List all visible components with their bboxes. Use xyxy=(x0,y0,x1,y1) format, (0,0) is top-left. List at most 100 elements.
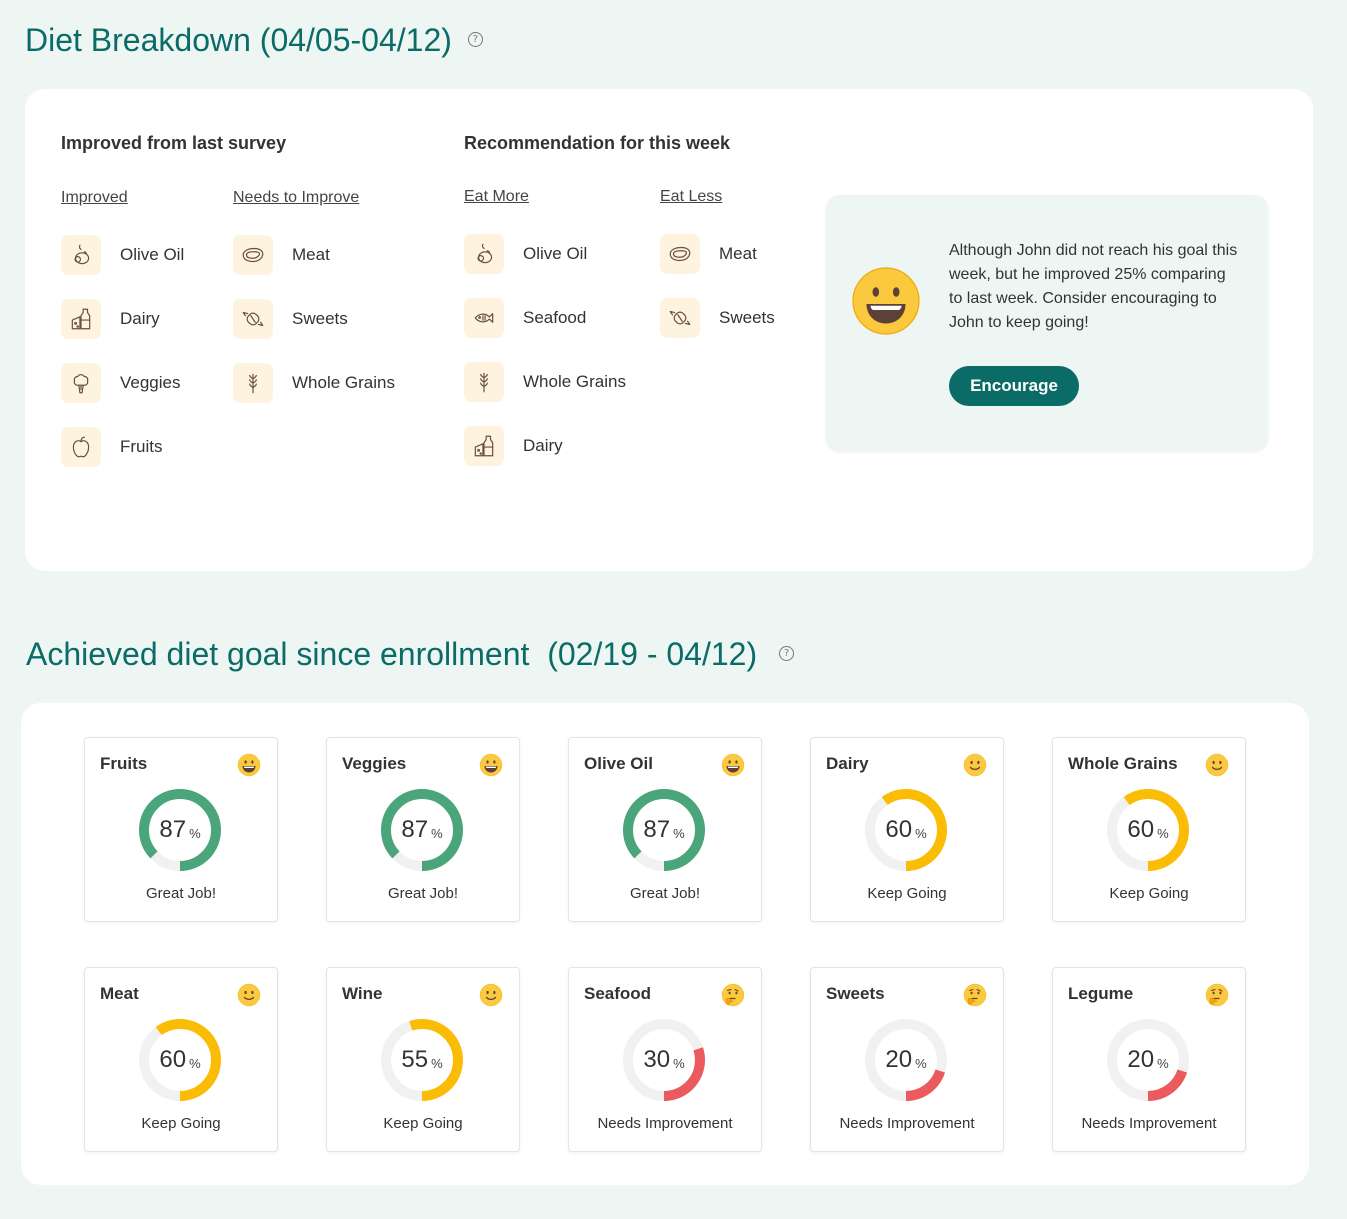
sweets-icon xyxy=(660,298,700,338)
goal-percent-sign: % xyxy=(915,825,927,841)
food-item-sweets: Sweets xyxy=(233,299,348,339)
help-icon[interactable]: ? xyxy=(467,32,483,48)
food-item-meat: Meat xyxy=(233,235,330,275)
food-item-label: Meat xyxy=(292,245,330,264)
goal-percent-sign: % xyxy=(431,825,443,841)
goal-status: Great Job! xyxy=(387,885,459,902)
goal-percent-sign: % xyxy=(431,1055,443,1071)
food-item-olive-oil: Olive Oil xyxy=(61,235,184,275)
food-item-label: Dairy xyxy=(120,309,160,328)
goal-status: Keep Going xyxy=(141,1115,221,1132)
goal-name: Olive Oil xyxy=(584,754,653,773)
food-item-label: Whole Grains xyxy=(523,372,626,391)
goal-card-legume[interactable]: Legume 20% Needs Improvement xyxy=(1052,967,1246,1152)
goal-status: Keep Going xyxy=(383,1115,463,1132)
whole-grains-icon xyxy=(464,362,504,402)
goal-percent-sign: % xyxy=(915,1055,927,1071)
progress-ring xyxy=(623,789,705,871)
progress-ring xyxy=(139,1019,221,1101)
progress-ring xyxy=(1107,1019,1189,1101)
goal-percent-number: 20 xyxy=(885,1046,913,1073)
olive-oil-icon xyxy=(61,235,101,275)
food-item-dairy: Dairy xyxy=(61,299,160,339)
food-item-dairy: Dairy xyxy=(464,426,563,466)
goal-percent-sign: % xyxy=(189,825,201,841)
food-item-olive-oil: Olive Oil xyxy=(464,234,587,274)
goal-value: 55% xyxy=(380,1018,464,1102)
grinning-face-icon xyxy=(479,753,503,777)
food-item-sweets: Sweets xyxy=(660,298,775,338)
goal-card-olive-oil[interactable]: Olive Oil 87% Great Job! xyxy=(568,737,762,922)
food-item-seafood: Seafood xyxy=(464,298,586,338)
progress-ring xyxy=(865,789,947,871)
food-item-label: Olive Oil xyxy=(523,244,588,263)
slightly-smiling-face-icon xyxy=(963,753,987,777)
food-item-label: Sweets xyxy=(292,309,348,328)
goal-percent-sign: % xyxy=(673,825,685,841)
improved-heading: Improved from last survey xyxy=(61,133,287,153)
goal-name: Fruits xyxy=(100,754,148,773)
goal-percent-sign: % xyxy=(673,1055,685,1071)
needs-improve-subheading[interactable]: Needs to Improve xyxy=(233,189,360,206)
goal-value: 20% xyxy=(864,1018,948,1102)
goal-card-dairy[interactable]: Dairy 60% Keep Going xyxy=(810,737,1004,922)
fruits-icon xyxy=(61,427,101,467)
diet-breakdown-card: Improved from last survey Recommendation… xyxy=(25,89,1313,571)
goal-percent-number: 30 xyxy=(643,1046,671,1073)
progress-ring xyxy=(139,789,221,871)
thinking-face-icon xyxy=(721,983,745,1007)
goal-percent-sign: % xyxy=(1157,1055,1169,1071)
progress-arc xyxy=(1107,1019,1189,1101)
progress-arc xyxy=(381,1019,463,1101)
goal-name: Meat xyxy=(100,984,139,1003)
progress-arc xyxy=(139,789,221,871)
encourage-button[interactable]: Encourage xyxy=(949,366,1079,406)
goal-card-fruits[interactable]: Fruits 87% Great Job! xyxy=(84,737,278,922)
progress-ring xyxy=(865,1019,947,1101)
food-item-whole-grains: Whole Grains xyxy=(233,363,395,403)
goal-percent-sign: % xyxy=(189,1055,201,1071)
goal-card-whole-grains[interactable]: Whole Grains 60% Keep Going xyxy=(1052,737,1246,922)
meat-icon xyxy=(233,235,273,275)
food-item-label: Fruits xyxy=(120,437,163,456)
goal-card-meat[interactable]: Meat 60% Keep Going xyxy=(84,967,278,1152)
recommendation-heading: Recommendation for this week xyxy=(464,133,731,153)
whole-grains-icon xyxy=(233,363,273,403)
goal-value: 60% xyxy=(1106,788,1190,872)
progress-arc xyxy=(865,1019,947,1101)
grinning-face-icon xyxy=(721,753,745,777)
encourage-message: Although John did not reach his goal thi… xyxy=(949,242,1238,331)
veggies-icon xyxy=(61,363,101,403)
dairy-icon xyxy=(464,426,504,466)
food-item-label: Dairy xyxy=(523,436,563,455)
goal-name: Whole Grains xyxy=(1068,754,1178,773)
meat-icon xyxy=(660,234,700,274)
eat-less-subheading[interactable]: Eat Less xyxy=(660,188,723,205)
food-item-label: Whole Grains xyxy=(292,373,395,392)
food-item-veggies: Veggies xyxy=(61,363,181,403)
goal-status: Keep Going xyxy=(1109,885,1189,902)
goal-value: 60% xyxy=(138,1018,222,1102)
help-icon[interactable]: ? xyxy=(779,646,795,662)
goal-name: Sweets xyxy=(826,984,885,1003)
goal-status: Needs Improvement xyxy=(597,1115,733,1132)
goal-percent-number: 60 xyxy=(1127,816,1155,843)
goal-status: Great Job! xyxy=(629,885,701,902)
goal-status: Needs Improvement xyxy=(1081,1115,1217,1132)
goal-card-seafood[interactable]: Seafood 30% Needs Improvement xyxy=(568,967,762,1152)
eat-more-subheading[interactable]: Eat More xyxy=(464,188,529,205)
goal-percent-number: 60 xyxy=(885,816,913,843)
goal-card-wine[interactable]: Wine 55% Keep Going xyxy=(326,967,520,1152)
progress-ring xyxy=(381,1019,463,1101)
diet-breakdown-title: Diet Breakdown (04/05-04/12)? xyxy=(25,22,483,59)
goal-percent-number: 87 xyxy=(643,816,671,843)
goal-percent-number: 20 xyxy=(1127,1046,1155,1073)
goal-percent-number: 55 xyxy=(401,1046,429,1073)
goal-card-veggies[interactable]: Veggies 87% Great Job! xyxy=(326,737,520,922)
goals-card: Fruits 87% Great Job! Veggies 87% Great Job! O… xyxy=(21,703,1309,1185)
grinning-face-icon xyxy=(237,753,261,777)
slightly-smiling-face-icon xyxy=(479,983,503,1007)
goal-card-sweets[interactable]: Sweets 20% Needs Improvement xyxy=(810,967,1004,1152)
improved-subheading[interactable]: Improved xyxy=(61,189,128,206)
olive-oil-icon xyxy=(464,234,504,274)
